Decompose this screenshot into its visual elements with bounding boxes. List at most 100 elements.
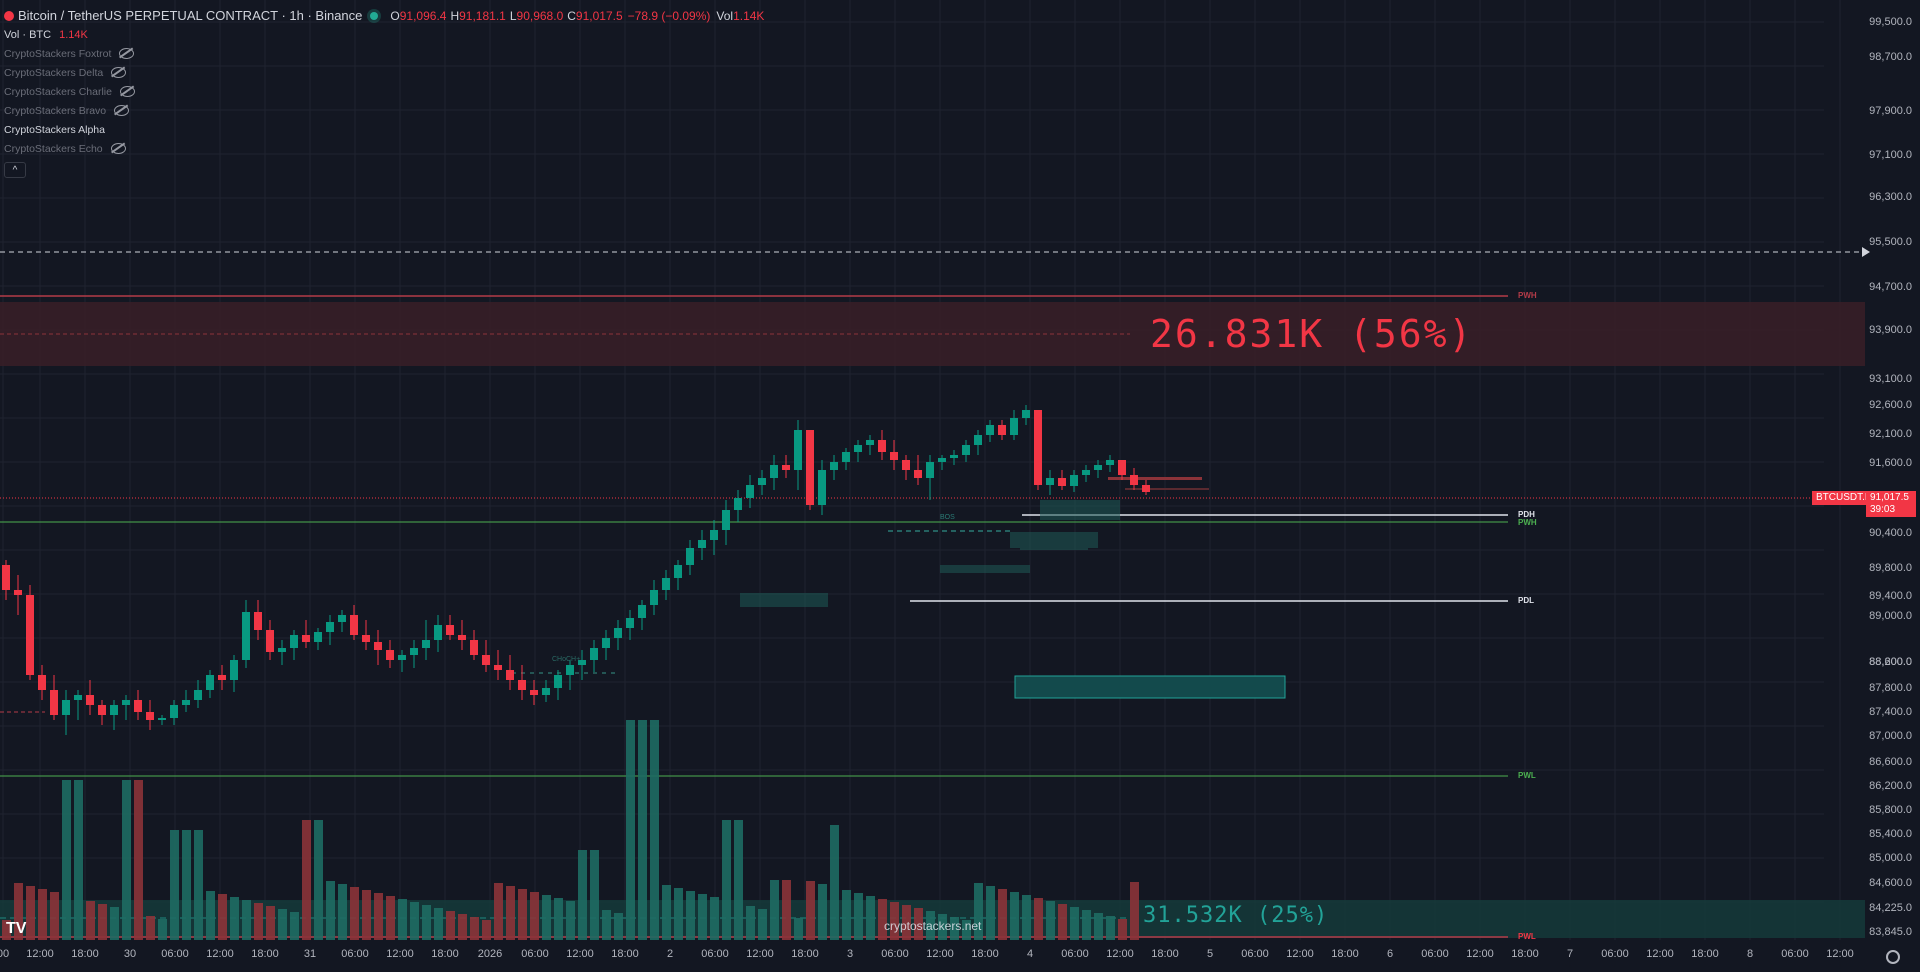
open-value: 91,096.4: [399, 8, 447, 23]
indicator-delta[interactable]: CryptoStackers Delta: [4, 63, 135, 82]
lower-zone-volume-label: 31.532K (25%): [1143, 903, 1329, 928]
choch-label: CHoCH+: [552, 656, 581, 663]
time-tick: 12:00: [1466, 948, 1494, 960]
price-tick: 87,000.0: [1869, 730, 1912, 742]
price-tick: 87,800.0: [1869, 682, 1912, 694]
low-value: 90,968.0: [516, 8, 564, 23]
price-tick: 92,600.0: [1869, 399, 1912, 411]
volume-legend-row[interactable]: Vol · BTC 1.14K: [4, 25, 764, 44]
time-tick: 6: [1386, 948, 1394, 960]
chart-legend: Bitcoin / TetherUS PERPETUAL CONTRACT · …: [0, 6, 764, 44]
pwl-green-label: PWL: [1518, 771, 1536, 780]
indicator-label: CryptoStackers Charlie: [4, 85, 112, 98]
indicator-list: CryptoStackers Foxtrot CryptoStackers De…: [4, 44, 135, 178]
time-tick: 5: [1206, 948, 1214, 960]
price-tick: 84,225.0: [1869, 902, 1912, 914]
time-tick: 06:00: [1061, 948, 1089, 960]
price-tick: 83,845.0: [1869, 926, 1912, 938]
time-tick: 18:00: [1331, 948, 1359, 960]
eye-hidden-icon[interactable]: [119, 48, 135, 59]
price-tick: 98,700.0: [1869, 51, 1912, 63]
time-tick: 2: [666, 948, 674, 960]
indicator-label: CryptoStackers Foxtrot: [4, 47, 112, 60]
time-tick: 12:00: [1286, 948, 1314, 960]
price-tick: 93,900.0: [1869, 324, 1912, 336]
indicator-bravo[interactable]: CryptoStackers Bravo: [4, 101, 135, 120]
price-tick: 87,400.0: [1869, 706, 1912, 718]
pdl-label: PDL: [1518, 596, 1534, 605]
time-tick: 3: [846, 948, 854, 960]
price-tick: 85,800.0: [1869, 804, 1912, 816]
price-tick: 96,300.0: [1869, 191, 1912, 203]
bos-label: BOS: [940, 514, 955, 521]
chart-grid: [0, 0, 1841, 940]
price-tick: 88,200.0: [1869, 656, 1912, 668]
price-tick: 92,100.0: [1869, 428, 1912, 440]
chevron-up-icon: ^: [12, 164, 18, 176]
price-tick: 97,900.0: [1869, 105, 1912, 117]
time-tick: 12:00: [566, 948, 594, 960]
last-price-tag: 91,017.5 39:03: [1866, 491, 1916, 517]
eye-hidden-icon[interactable]: [111, 67, 127, 78]
time-tick: 06:00: [161, 948, 189, 960]
price-tick: 91,600.0: [1869, 457, 1912, 469]
price-tick: 88,600.0: [1869, 656, 1912, 668]
time-tick: 4: [1026, 948, 1034, 960]
pdh-label: PDH: [1518, 510, 1535, 519]
indicator-alpha[interactable]: CryptoStackers Alpha: [4, 120, 135, 139]
open-label: O: [390, 8, 400, 23]
indicator-label: CryptoStackers Echo: [4, 142, 103, 155]
high-label: H: [450, 8, 460, 23]
price-tick: 94,700.0: [1869, 281, 1912, 293]
symbol-title[interactable]: Bitcoin / TetherUS PERPETUAL CONTRACT · …: [18, 8, 363, 23]
time-tick: 18:00: [1511, 948, 1539, 960]
time-tick: 12:00: [1106, 948, 1134, 960]
indicator-label: CryptoStackers Alpha: [4, 123, 105, 136]
red-supply-box: [1108, 477, 1202, 480]
change-value: −78.9 (−0.09%): [627, 8, 711, 23]
eye-hidden-icon[interactable]: [114, 105, 130, 116]
tradingview-logo[interactable]: TV: [6, 920, 27, 937]
bar-countdown: 39:03: [1870, 504, 1896, 515]
price-axis[interactable]: 99,500.0 98,700.0 97,900.0 97,100.0 96,300.0…: [1824, 0, 1920, 940]
price-tick: 97,100.0: [1869, 149, 1912, 161]
time-tick: 8: [1746, 948, 1754, 960]
eye-hidden-icon[interactable]: [110, 143, 126, 154]
price-tick: 86,600.0: [1869, 756, 1912, 768]
time-tick: 7: [1566, 948, 1574, 960]
indicator-echo[interactable]: CryptoStackers Echo: [4, 139, 135, 158]
watermark-text: cryptostackers.net: [884, 919, 982, 933]
time-tick: 18:00: [1691, 948, 1719, 960]
time-tick: 06:00: [1241, 948, 1269, 960]
indicator-foxtrot[interactable]: CryptoStackers Foxtrot: [4, 44, 135, 63]
price-tick: 93,100.0: [1869, 373, 1912, 385]
symbol-price-tag: BTCUSDT.P: [1812, 491, 1876, 505]
indicator-charlie[interactable]: CryptoStackers Charlie: [4, 82, 135, 101]
time-tick: 18:00: [971, 948, 999, 960]
time-tick: 12:00: [746, 948, 774, 960]
collapse-indicators-button[interactable]: ^: [4, 162, 26, 178]
candlesticks: [2, 405, 1150, 735]
red-supply-box-2: [1125, 488, 1209, 490]
time-axis[interactable]: 00 12:00 18:00 30 06:00 12:00 18:00 31 06:00 12:0…: [0, 940, 1920, 972]
time-tick: 06:00: [521, 948, 549, 960]
market-status-icon[interactable]: [370, 11, 379, 20]
time-tick: 31: [303, 948, 317, 960]
eye-hidden-icon[interactable]: [119, 86, 135, 97]
fvg-boxes: [740, 500, 1120, 607]
time-tick: 18:00: [611, 948, 639, 960]
last-price-value: 91,017.5: [1870, 492, 1909, 503]
time-tick: 06:00: [1601, 948, 1629, 960]
close-label: C: [567, 8, 576, 23]
time-tick: 30: [123, 948, 137, 960]
price-tick: 89,000.0: [1869, 610, 1912, 622]
order-block-zone[interactable]: [1014, 675, 1286, 699]
time-tick: 18:00: [251, 948, 279, 960]
alert-arrow-icon[interactable]: [1862, 247, 1870, 257]
volume-bars: [2, 720, 1139, 940]
price-tick: 86,200.0: [1869, 780, 1912, 792]
price-tick: 89,400.0: [1869, 590, 1912, 602]
upper-zone-volume-label: 26.831K (56%): [1150, 312, 1474, 356]
settings-gear-icon[interactable]: [1886, 950, 1900, 964]
